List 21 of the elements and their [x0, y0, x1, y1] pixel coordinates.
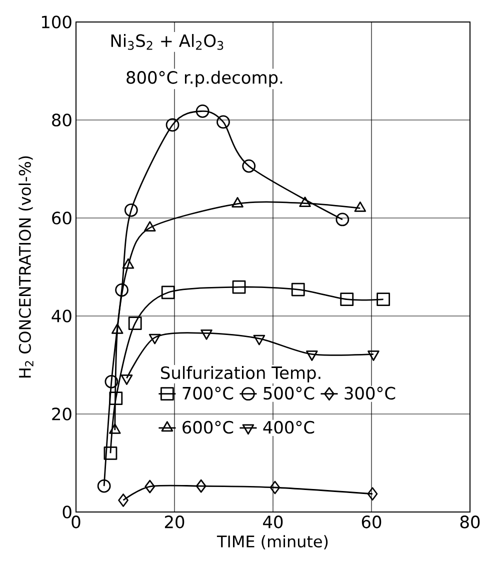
annotation: 800°C r.p.decomp.: [126, 70, 282, 88]
legend-title: Sulfurization Temp.: [161, 366, 320, 382]
y-tick-label: 100: [42, 16, 72, 28]
x-tick-label: 60: [362, 516, 382, 528]
y-tick-label: 40: [52, 310, 72, 322]
y-axis-title: H$_{2}$ CONCENTRATION (vol-%): [18, 156, 34, 378]
x-tick-label: 20: [164, 516, 184, 528]
y-tick-label: 60: [52, 212, 72, 224]
y-tick-label: 20: [52, 408, 72, 420]
x-axis-title: TIME (minute): [216, 535, 328, 550]
legend-label: 400°C: [263, 420, 314, 434]
legend-label: 500°C: [264, 386, 314, 400]
legend-label: 700°C: [182, 386, 234, 400]
y-tick-label: 0: [62, 506, 72, 518]
legend-label: 300°C: [344, 386, 396, 400]
x-tick-label: 0: [72, 516, 80, 528]
legend-label: 600°C: [182, 420, 234, 434]
y-tick-label: 80: [52, 114, 72, 126]
annotation: Ni$_{3}$S$_{2}$ + Al$_{2}$O$_{3}$: [111, 34, 224, 50]
x-tick-label: 40: [263, 516, 283, 528]
x-tick-label: 80: [460, 516, 480, 528]
